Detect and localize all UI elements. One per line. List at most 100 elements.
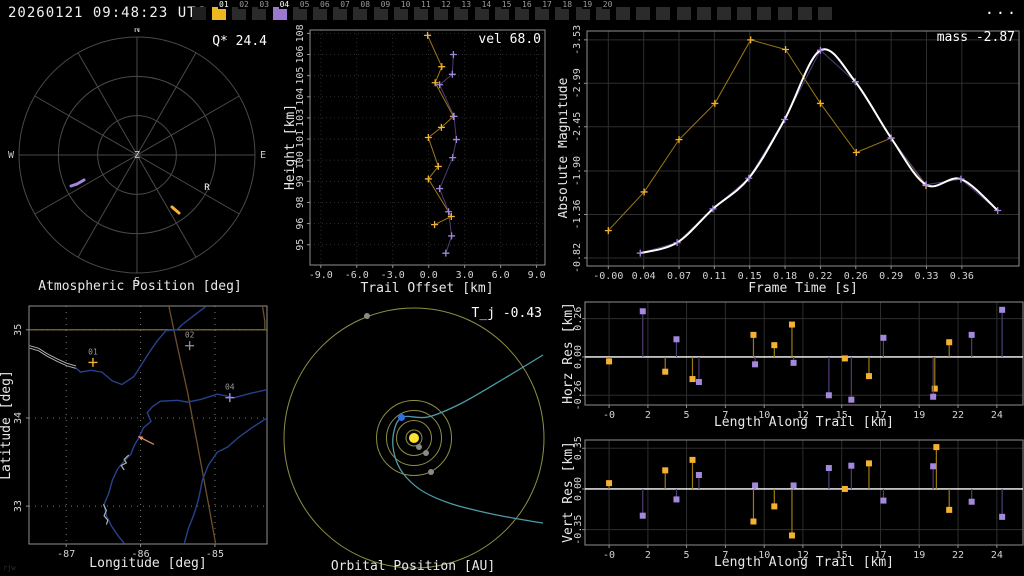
panel-title: Orbital Position [AU] xyxy=(331,559,495,574)
axes: -0 2 5 7 10 12 15 17 19 22 24 0.35 0.00 -0.35 xyxy=(573,436,1024,561)
x-tick-label: 0.0 xyxy=(420,270,438,281)
markers-station-04 xyxy=(436,51,460,257)
frame-box-06[interactable] xyxy=(313,7,327,20)
frame-box-18[interactable] xyxy=(555,7,570,20)
frame-box-label: 08 xyxy=(359,0,372,9)
frame-box-05[interactable] xyxy=(292,7,307,20)
x-tick-label: 22 xyxy=(952,410,964,421)
planet-jupiter xyxy=(364,313,370,319)
y-tick-label: 99 xyxy=(295,175,306,187)
panel-horizontal-residuals: -0 2 5 7 10 12 15 17 19 22 24 0.26 0.00 -0.26 Length A… xyxy=(561,301,1024,430)
frame-box-15[interactable] xyxy=(494,7,509,20)
x-tick-label: 0.36 xyxy=(950,271,974,282)
frame-box-17[interactable] xyxy=(535,7,550,20)
frame-box-label: 17 xyxy=(541,0,553,9)
zenith-label: Z xyxy=(134,150,140,161)
x-tick-label: 0.07 xyxy=(667,271,691,282)
frame-box[interactable] xyxy=(696,7,711,20)
series-model-fit xyxy=(640,48,999,255)
frame-box-16[interactable] xyxy=(515,7,529,20)
x-tick-label: 0.15 xyxy=(738,271,762,282)
x-tick-label: -87 xyxy=(57,549,75,560)
frame-box-11[interactable] xyxy=(414,7,428,20)
frame-box-label: 16 xyxy=(521,0,533,9)
frame-box[interactable] xyxy=(192,7,206,20)
frame-box-label: 05 xyxy=(298,0,311,9)
x-tick-label: 0.29 xyxy=(879,271,903,282)
x-tick-label: 19 xyxy=(913,550,925,561)
x-tick-label: 0.33 xyxy=(914,271,938,282)
y-axis-label: Height [km] xyxy=(283,104,298,190)
y-tick-label: -1.90 xyxy=(572,156,583,186)
frame-box-label: 18 xyxy=(561,0,574,9)
y-tick-label: 33 xyxy=(13,500,24,512)
frame-box[interactable] xyxy=(797,7,812,20)
frame-box[interactable] xyxy=(616,7,630,20)
menu-button[interactable]: ... xyxy=(984,0,1018,18)
frame-box[interactable] xyxy=(757,7,772,20)
x-tick-label: 7 xyxy=(722,550,728,561)
x-tick-label: -0.00 xyxy=(593,271,623,282)
frame-box[interactable] xyxy=(656,7,671,20)
markers-station-01 xyxy=(604,36,930,235)
frame-box-10[interactable] xyxy=(393,7,408,20)
frame-box-14[interactable] xyxy=(474,7,489,20)
series-station-04 xyxy=(639,306,1006,403)
river-southeast xyxy=(183,417,267,544)
frame-box-07[interactable] xyxy=(333,7,348,20)
frame-box-label: 19 xyxy=(581,0,594,9)
cardinal-e: E xyxy=(260,150,266,161)
river-central xyxy=(103,389,267,544)
y-tick-label: 100 xyxy=(295,151,306,169)
frame-box-label: 11 xyxy=(420,0,432,9)
y-tick-label: 35 xyxy=(13,324,24,336)
x-tick-label: 17 xyxy=(875,410,887,421)
orbits xyxy=(283,307,545,569)
frame-box-20[interactable] xyxy=(595,7,610,20)
y-tick-label: 0.35 xyxy=(573,436,584,460)
planet-venus xyxy=(423,450,429,456)
x-tick-label: 6.0 xyxy=(492,270,510,281)
frame-box-19[interactable] xyxy=(575,7,590,20)
frame-box-label: 04 xyxy=(278,0,291,9)
y-tick-label: 108 xyxy=(295,25,306,42)
frame-box-01[interactable] xyxy=(212,7,226,20)
frame-box-03[interactable] xyxy=(252,7,267,20)
frame-box-02[interactable] xyxy=(232,7,247,20)
station-marker-01[interactable]: 01 xyxy=(88,347,98,367)
x-tick-label: 3.0 xyxy=(456,270,474,281)
y-tick-label: -1.36 xyxy=(572,199,583,229)
series-station-04 xyxy=(438,54,457,254)
border-corner xyxy=(261,306,266,330)
frame-box-13[interactable] xyxy=(454,7,469,20)
series-station-04 xyxy=(639,462,1006,520)
panel-ground-track-map: -87 -86 -85 33 34 35 Longitude [deg] Latitude [… xyxy=(0,305,268,571)
frame-box-04[interactable] xyxy=(272,7,287,20)
frame-box-08[interactable] xyxy=(353,7,368,20)
y-tick-label: -2.45 xyxy=(572,112,583,142)
frame-box[interactable] xyxy=(636,7,651,20)
frame-box-09[interactable] xyxy=(373,7,388,20)
station-marker-02[interactable]: 02 xyxy=(185,331,195,351)
frame-box-label: 13 xyxy=(460,0,473,9)
panel-atmospheric-position: N E S W Z R Atmospheric Position [deg] Q* 24.4 xyxy=(8,28,267,294)
station-marker-04[interactable]: 04 xyxy=(225,383,235,403)
series-station-01 xyxy=(427,35,455,226)
x-tick-label: 2 xyxy=(645,410,651,421)
station-label: 04 xyxy=(225,383,235,392)
frame-box-12[interactable] xyxy=(434,7,449,20)
y-tick-label: 95 xyxy=(295,239,306,251)
trail-04 xyxy=(69,178,86,188)
frame-box[interactable] xyxy=(818,7,832,20)
frame-box[interactable] xyxy=(676,7,691,20)
y-tick-label: 106 xyxy=(295,45,306,63)
frame-box-label: 12 xyxy=(440,0,452,9)
planet-mercury xyxy=(416,444,422,450)
y-tick-label: 0.00 xyxy=(573,477,584,501)
frame-box[interactable] xyxy=(717,7,731,20)
x-tick-label: -0 xyxy=(603,550,615,561)
frame-box-label: 03 xyxy=(258,0,271,9)
frame-box[interactable] xyxy=(737,7,752,20)
frame-box[interactable] xyxy=(777,7,792,20)
x-tick-label: 0.22 xyxy=(808,271,832,282)
